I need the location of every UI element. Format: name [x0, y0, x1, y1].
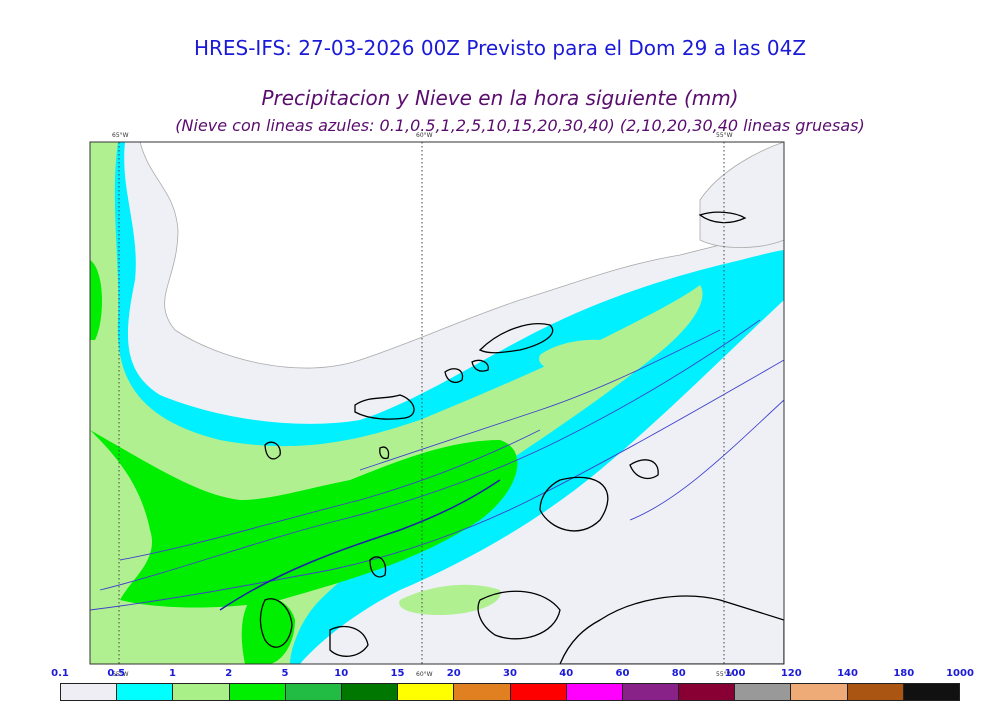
lon-label: 65°W — [112, 132, 129, 139]
legend-tick-label: 5 — [281, 668, 289, 679]
legend-tick-label: 80 — [671, 668, 686, 679]
legend-tick-label: 0.1 — [51, 668, 69, 679]
legend-swatch — [229, 684, 286, 700]
land-outlines — [259, 211, 784, 664]
legend-tick-label: 120 — [780, 668, 802, 679]
legend-swatch — [454, 684, 511, 700]
legend-tick-label: 30 — [503, 668, 517, 679]
legend-swatch — [735, 684, 792, 700]
legend-tick-label: 0.5 — [107, 668, 126, 679]
legend-swatch — [173, 684, 230, 700]
map-note: (Nieve con lineas azules: 0.1,0.5,1,2,5,… — [175, 116, 865, 135]
map-subtitle: Precipitacion y Nieve en la hora siguien… — [261, 86, 739, 110]
legend-tick-label: 40 — [559, 668, 574, 679]
legend-tick-label: 1 — [169, 668, 176, 679]
legend-swatch — [285, 684, 342, 700]
legend-swatch — [566, 684, 623, 700]
precip-area-light-green — [399, 584, 501, 615]
snow-contour-thick — [219, 479, 501, 611]
legend-swatch — [791, 684, 848, 700]
legend-swatch — [622, 684, 680, 700]
meridian-lines — [118, 142, 725, 664]
map-title: HRES-IFS: 27-03-2026 00Z Previsto para e… — [193, 36, 807, 60]
legend-tick-label: 20 — [446, 668, 461, 679]
precip-area-light-green — [539, 339, 626, 372]
legend-swatch — [398, 684, 455, 700]
precip-area-green — [90, 430, 518, 608]
lon-label: 55°W — [716, 132, 733, 139]
legend-swatch — [903, 684, 959, 700]
legend-swatch — [61, 684, 118, 700]
legend-swatch — [117, 684, 174, 700]
legend-tick-label: 180 — [893, 668, 915, 679]
lon-label: 55°W — [716, 671, 733, 678]
map-frame — [89, 141, 785, 665]
legend-ticks: 0.1 0.5 1 2 5 10 15 20 30 40 60 80 100 120 140 180 1000 — [0, 668, 1000, 682]
snow-contours — [90, 319, 784, 611]
legend-swatch — [679, 684, 736, 700]
lon-label: 60°W — [416, 671, 433, 678]
legend-tick-label: 1000 — [946, 668, 974, 679]
legend-tick-label: 60 — [615, 668, 630, 679]
legend-tick-label: 15 — [390, 668, 405, 679]
legend-swatch — [847, 684, 904, 700]
legend-swatch — [341, 684, 399, 700]
legend-tick-label: 10 — [334, 668, 349, 679]
precip-area-green — [90, 260, 102, 340]
color-legend — [60, 683, 960, 701]
precip-area-green — [241, 596, 295, 664]
lon-label: 65°W — [112, 671, 129, 678]
legend-tick-label: 100 — [724, 668, 746, 679]
legend-tick-label: 2 — [225, 668, 233, 679]
legend-tick-label: 140 — [837, 668, 858, 679]
legend-swatch — [510, 684, 567, 700]
lon-label: 60°W — [416, 132, 433, 139]
